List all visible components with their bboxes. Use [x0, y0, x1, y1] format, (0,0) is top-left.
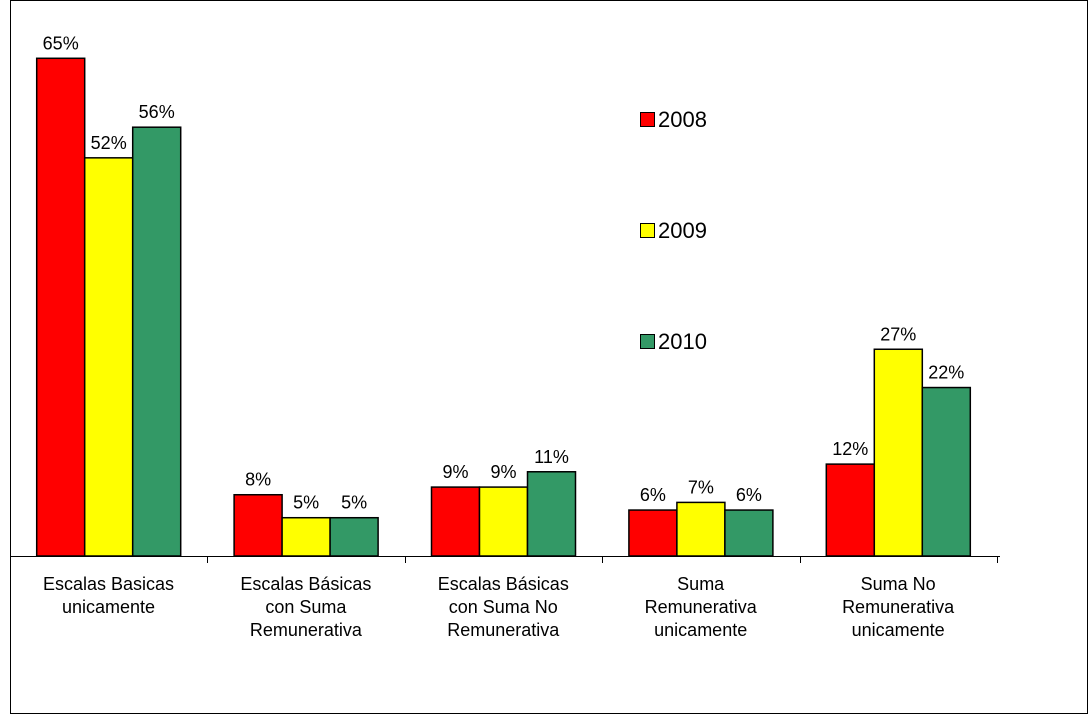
bar: [281, 516, 331, 557]
data-label: 11%: [534, 447, 569, 467]
data-label: 6%: [640, 485, 666, 505]
bar: [131, 126, 182, 557]
bar: [724, 509, 774, 557]
x-tick-label: Suma No Remunerativa unicamente: [842, 574, 955, 640]
data-label: 27%: [880, 324, 916, 344]
bar: [329, 516, 379, 557]
data-label: 5%: [341, 493, 367, 513]
data-label: 9%: [442, 462, 468, 482]
legend-swatch: [640, 334, 655, 349]
data-label: 22%: [928, 363, 964, 383]
data-label: 65%: [43, 33, 79, 53]
bar: [478, 486, 529, 557]
legend-swatch: [640, 223, 655, 238]
bar: [921, 386, 972, 557]
bar: [628, 509, 678, 557]
x-tick-label: Suma Remunerativa unicamente: [644, 574, 757, 640]
bar: [873, 348, 924, 557]
bar: [430, 486, 481, 557]
legend-label: 2010: [658, 329, 707, 354]
bar: [83, 157, 134, 557]
data-label: 12%: [832, 439, 868, 459]
data-label: 9%: [490, 462, 516, 482]
bar: [35, 57, 86, 557]
data-label: 7%: [688, 477, 714, 497]
legend-swatch: [640, 112, 655, 127]
data-label: 6%: [736, 485, 762, 505]
bar: [825, 463, 876, 557]
data-label: 5%: [293, 493, 319, 513]
x-tick-label: Escalas Básicas con Suma Remunerativa: [240, 574, 372, 640]
x-tick-label: Escalas Básicas con Suma No Remunerativa: [437, 574, 569, 640]
bar: [233, 493, 283, 557]
legend-label: 2008: [658, 107, 707, 132]
bar: [676, 501, 726, 557]
data-label: 8%: [245, 470, 271, 490]
frame: [10, 0, 1088, 714]
data-label: 56%: [139, 102, 175, 122]
x-tick-label: Escalas Basicas unicamente: [42, 574, 175, 617]
data-label: 52%: [91, 133, 127, 153]
bar: [526, 471, 577, 557]
legend-label: 2009: [658, 218, 707, 243]
